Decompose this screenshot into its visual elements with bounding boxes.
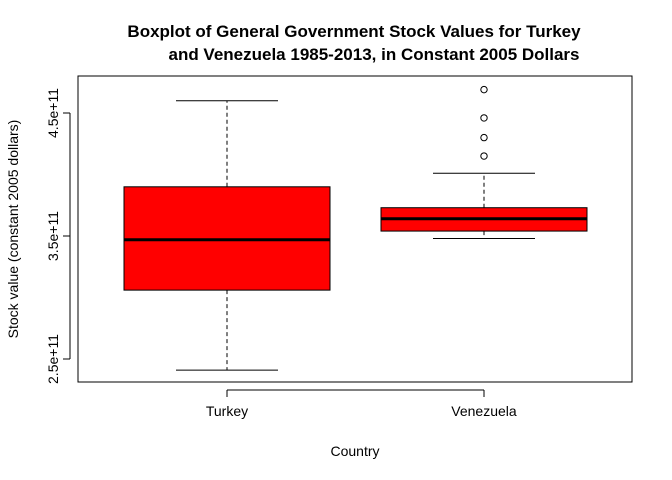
boxes-layer <box>123 85 588 371</box>
outlier-point <box>480 133 488 142</box>
x-axis: Turkey Venezuela <box>206 389 517 419</box>
y-tick-label: 4.5e+11 <box>45 88 61 138</box>
title-line-1: Boxplot of General Government Stock Valu… <box>127 22 581 41</box>
x-tick-label: Turkey <box>206 403 248 419</box>
y-axis-label: Stock value (constant 2005 dollars) <box>5 120 21 339</box>
title-line-2: and Venezuela 1985-2013, in Constant 200… <box>168 45 579 64</box>
outlier-point <box>480 114 488 122</box>
y-tick-label: 3.5e+11 <box>45 211 61 261</box>
y-tick-label: 2.5e+11 <box>45 334 61 384</box>
outlier-point <box>480 152 488 160</box>
chart-title: Boxplot of General Government Stock Valu… <box>127 22 581 64</box>
x-tick-label: Venezuela <box>451 403 517 419</box>
outlier-point <box>480 85 488 94</box>
box-turkey <box>123 100 331 371</box>
y-axis: 2.5e+11 3.5e+11 4.5e+11 <box>45 88 71 384</box>
box-venezuela <box>380 85 588 239</box>
x-axis-label: Country <box>330 443 379 459</box>
plot-frame <box>77 75 633 383</box>
